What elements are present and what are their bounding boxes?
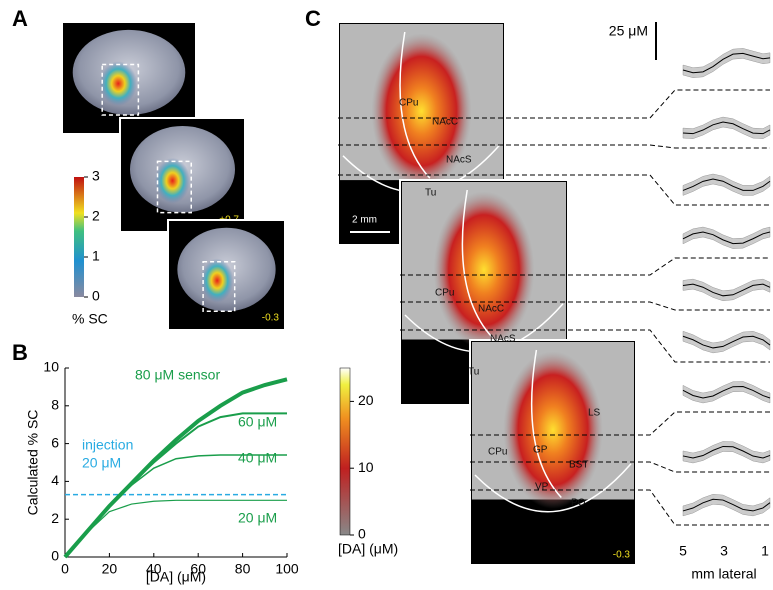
region-label: BST	[569, 460, 588, 471]
colorbar-tick-label: 20	[358, 392, 374, 408]
x-tick-label: 0	[61, 561, 69, 577]
region-label: NAcC	[478, 304, 504, 315]
section-label: -0.3	[262, 313, 280, 324]
region-label: VP	[535, 482, 549, 493]
signal	[371, 33, 471, 189]
colorbar	[340, 368, 350, 535]
region-label: Tu	[425, 188, 436, 199]
signal	[155, 158, 190, 204]
x-tick-label: 100	[275, 561, 299, 577]
y-tick-label: 8	[51, 397, 59, 413]
colorbar-label: [DA] (μM)	[338, 541, 398, 557]
y-tick-label: 0	[51, 548, 59, 564]
data-line	[65, 413, 287, 557]
region-label: LS	[588, 408, 601, 419]
scale-bar-label: 2 mm	[352, 215, 377, 226]
trace-band	[683, 48, 770, 77]
trace-band	[683, 227, 770, 249]
x-axis-label: [DA] (μM)	[146, 569, 206, 585]
panel-label: B	[12, 340, 28, 365]
region-label: CPu	[435, 288, 454, 299]
y-axis-label: Calculated % SC	[25, 410, 41, 516]
y-tick-label: 10	[43, 359, 59, 375]
signal	[434, 191, 535, 349]
region-label: NAcS	[490, 334, 516, 345]
colorbar-tick-label: 10	[358, 459, 374, 475]
region-label: Tu	[468, 367, 479, 378]
series-label: 40 μM	[238, 450, 277, 466]
series-label: 20 μM	[238, 510, 277, 526]
x-tick-label: 5	[679, 543, 687, 559]
panel-label: C	[305, 6, 321, 31]
colorbar-tick-label: 0	[358, 526, 366, 542]
x-tick-label: 1	[761, 543, 769, 559]
signal	[503, 351, 603, 509]
colorbar	[74, 177, 84, 297]
reference-label: 20 μM	[82, 455, 121, 471]
region-label: CPu	[399, 98, 418, 109]
x-tick-label: 80	[235, 561, 251, 577]
figure: A+1.7+0.7-0.30123% SCB024681002040608010…	[0, 0, 773, 585]
region-label: CPu	[488, 447, 507, 458]
section-label: -0.3	[613, 550, 631, 561]
colorbar-label: % SC	[72, 311, 108, 327]
region-label: NAcS	[446, 155, 472, 166]
panel-label: A	[12, 6, 28, 31]
trace-band	[683, 494, 770, 516]
x-tick-label: 20	[102, 561, 118, 577]
y-tick-label: 6	[51, 434, 59, 450]
x-tick-label: 3	[720, 543, 728, 559]
region-label: GP	[533, 445, 548, 456]
series-label: 60 μM	[238, 414, 277, 430]
signal	[201, 259, 234, 303]
colorbar-tick-label: 3	[92, 168, 100, 184]
region-label: PO	[571, 498, 586, 509]
reference-label: injection	[82, 437, 133, 453]
y-tick-label: 4	[51, 472, 59, 488]
trace-band	[683, 331, 770, 353]
x-axis-label: mm lateral	[691, 566, 756, 582]
series-label: 80 μM sensor	[135, 367, 220, 383]
colorbar-tick-label: 1	[92, 248, 100, 264]
signal	[100, 61, 138, 106]
trace-band	[683, 279, 770, 301]
trace-scale-label: 25 μM	[609, 23, 648, 39]
colorbar-tick-label: 2	[92, 208, 100, 224]
colorbar-tick-label: 0	[92, 288, 100, 304]
trace-band	[683, 441, 770, 463]
y-tick-label: 2	[51, 510, 59, 526]
trace-band	[683, 117, 770, 139]
